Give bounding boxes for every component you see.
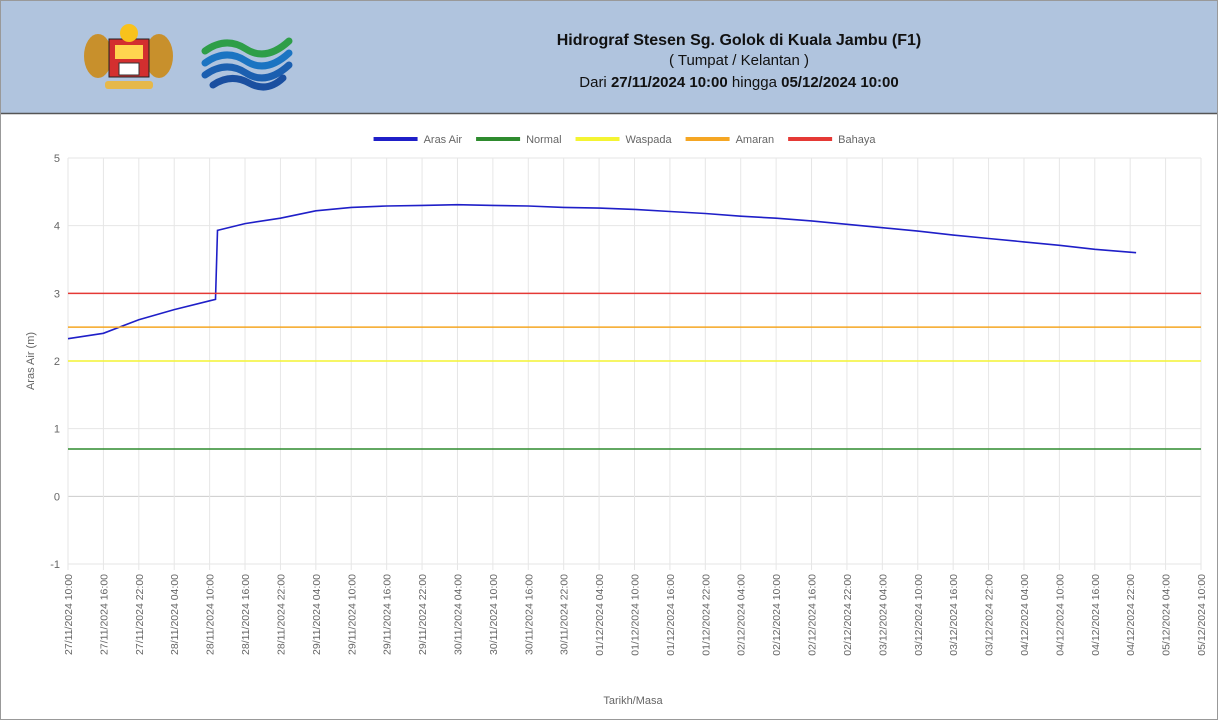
x-tick-label: 03/12/2024 04:00 [877,574,889,656]
range-mid: hingga [732,74,778,91]
title: Hidrograf Stesen Sg. Golok di Kuala Jamb… [557,32,922,49]
x-tick-label: 29/11/2024 16:00 [382,574,394,655]
x-tick-label: 27/11/2024 22:00 [134,574,146,655]
x-tick-label: 02/12/2024 16:00 [807,574,819,656]
legend-item: Amaran [685,134,775,146]
legend-label: Waspada [626,134,673,146]
legend-label: Amaran [736,134,775,146]
legend-item: Aras Air [373,134,463,146]
x-tick-label: 01/12/2024 22:00 [700,574,712,656]
y-tick-label: -1 [50,559,60,571]
x-tick-label: 30/11/2024 04:00 [452,574,464,655]
x-tick-label: 01/12/2024 04:00 [594,574,606,656]
legend-item: Bahaya [788,134,876,146]
legend-swatch [476,137,521,141]
x-tick-label: 28/11/2024 10:00 [205,574,217,655]
legend-label: Aras Air [424,134,463,146]
legend-label: Normal [526,134,561,146]
date-range: Dari 27/11/2024 10:00 hingga 05/12/2024 … [579,74,898,91]
x-tick-label: 30/11/2024 22:00 [559,574,571,655]
x-tick-label: 28/11/2024 22:00 [275,574,287,655]
y-axis-label: Aras Air (m) [25,332,37,390]
legend-swatch [575,137,620,141]
x-tick-label: 02/12/2024 04:00 [736,574,748,656]
y-tick-label: 1 [54,424,60,436]
range-prefix: Dari [579,74,607,91]
y-tick-label: 5 [54,153,60,165]
agency-logo [201,37,293,91]
series-line [67,203,1137,340]
x-tick-label: 02/12/2024 10:00 [771,574,783,656]
y-tick-label: 4 [54,221,60,233]
x-tick-label: 05/12/2024 10:00 [1196,574,1208,656]
legend-label: Bahaya [838,134,876,146]
range-end: 05/12/2024 10:00 [781,74,899,91]
legend-swatch [685,137,730,141]
x-tick-label: 27/11/2024 10:00 [63,574,75,655]
x-tick-label: 05/12/2024 04:00 [1161,574,1173,656]
y-tick-label: 2 [54,356,60,368]
x-tick-label: 04/12/2024 16:00 [1090,574,1102,656]
y-tick-label: 3 [54,288,60,300]
x-tick-label: 29/11/2024 04:00 [311,574,323,655]
x-tick-label: 04/12/2024 10:00 [1054,574,1066,656]
x-tick-label: 29/11/2024 10:00 [346,574,358,655]
legend-item: Normal [476,134,562,146]
x-tick-label: 28/11/2024 16:00 [240,574,252,655]
x-axis-label: Tarikh/Masa [603,695,663,707]
legend: Aras Air Normal Waspada Amaran Bahaya [373,134,876,146]
x-tick-label: 01/12/2024 16:00 [665,574,677,656]
header-band [1,1,1217,113]
x-tick-label: 30/11/2024 16:00 [523,574,535,655]
x-tick-label: 03/12/2024 10:00 [913,574,925,656]
legend-swatch [373,137,418,141]
legend-item: Waspada [575,134,673,146]
x-tick-label: 01/12/2024 10:00 [630,574,642,656]
range-start: 27/11/2024 10:00 [611,74,728,91]
x-tick-label: 04/12/2024 04:00 [1019,574,1031,656]
x-tick-label: 29/11/2024 22:00 [417,574,429,655]
coat-of-arms [84,24,173,89]
x-tick-label: 28/11/2024 04:00 [169,574,181,655]
x-tick-label: 30/11/2024 10:00 [488,574,500,655]
subtitle: ( Tumpat / Kelantan ) [669,52,809,69]
legend-swatch [788,137,833,141]
y-tick-label: 0 [54,491,60,503]
x-tick-label: 03/12/2024 16:00 [948,574,960,656]
x-tick-label: 27/11/2024 16:00 [98,574,110,655]
x-tick-label: 03/12/2024 22:00 [984,574,996,656]
x-tick-label: 02/12/2024 22:00 [842,574,854,656]
x-tick-label: 04/12/2024 22:00 [1125,574,1137,656]
